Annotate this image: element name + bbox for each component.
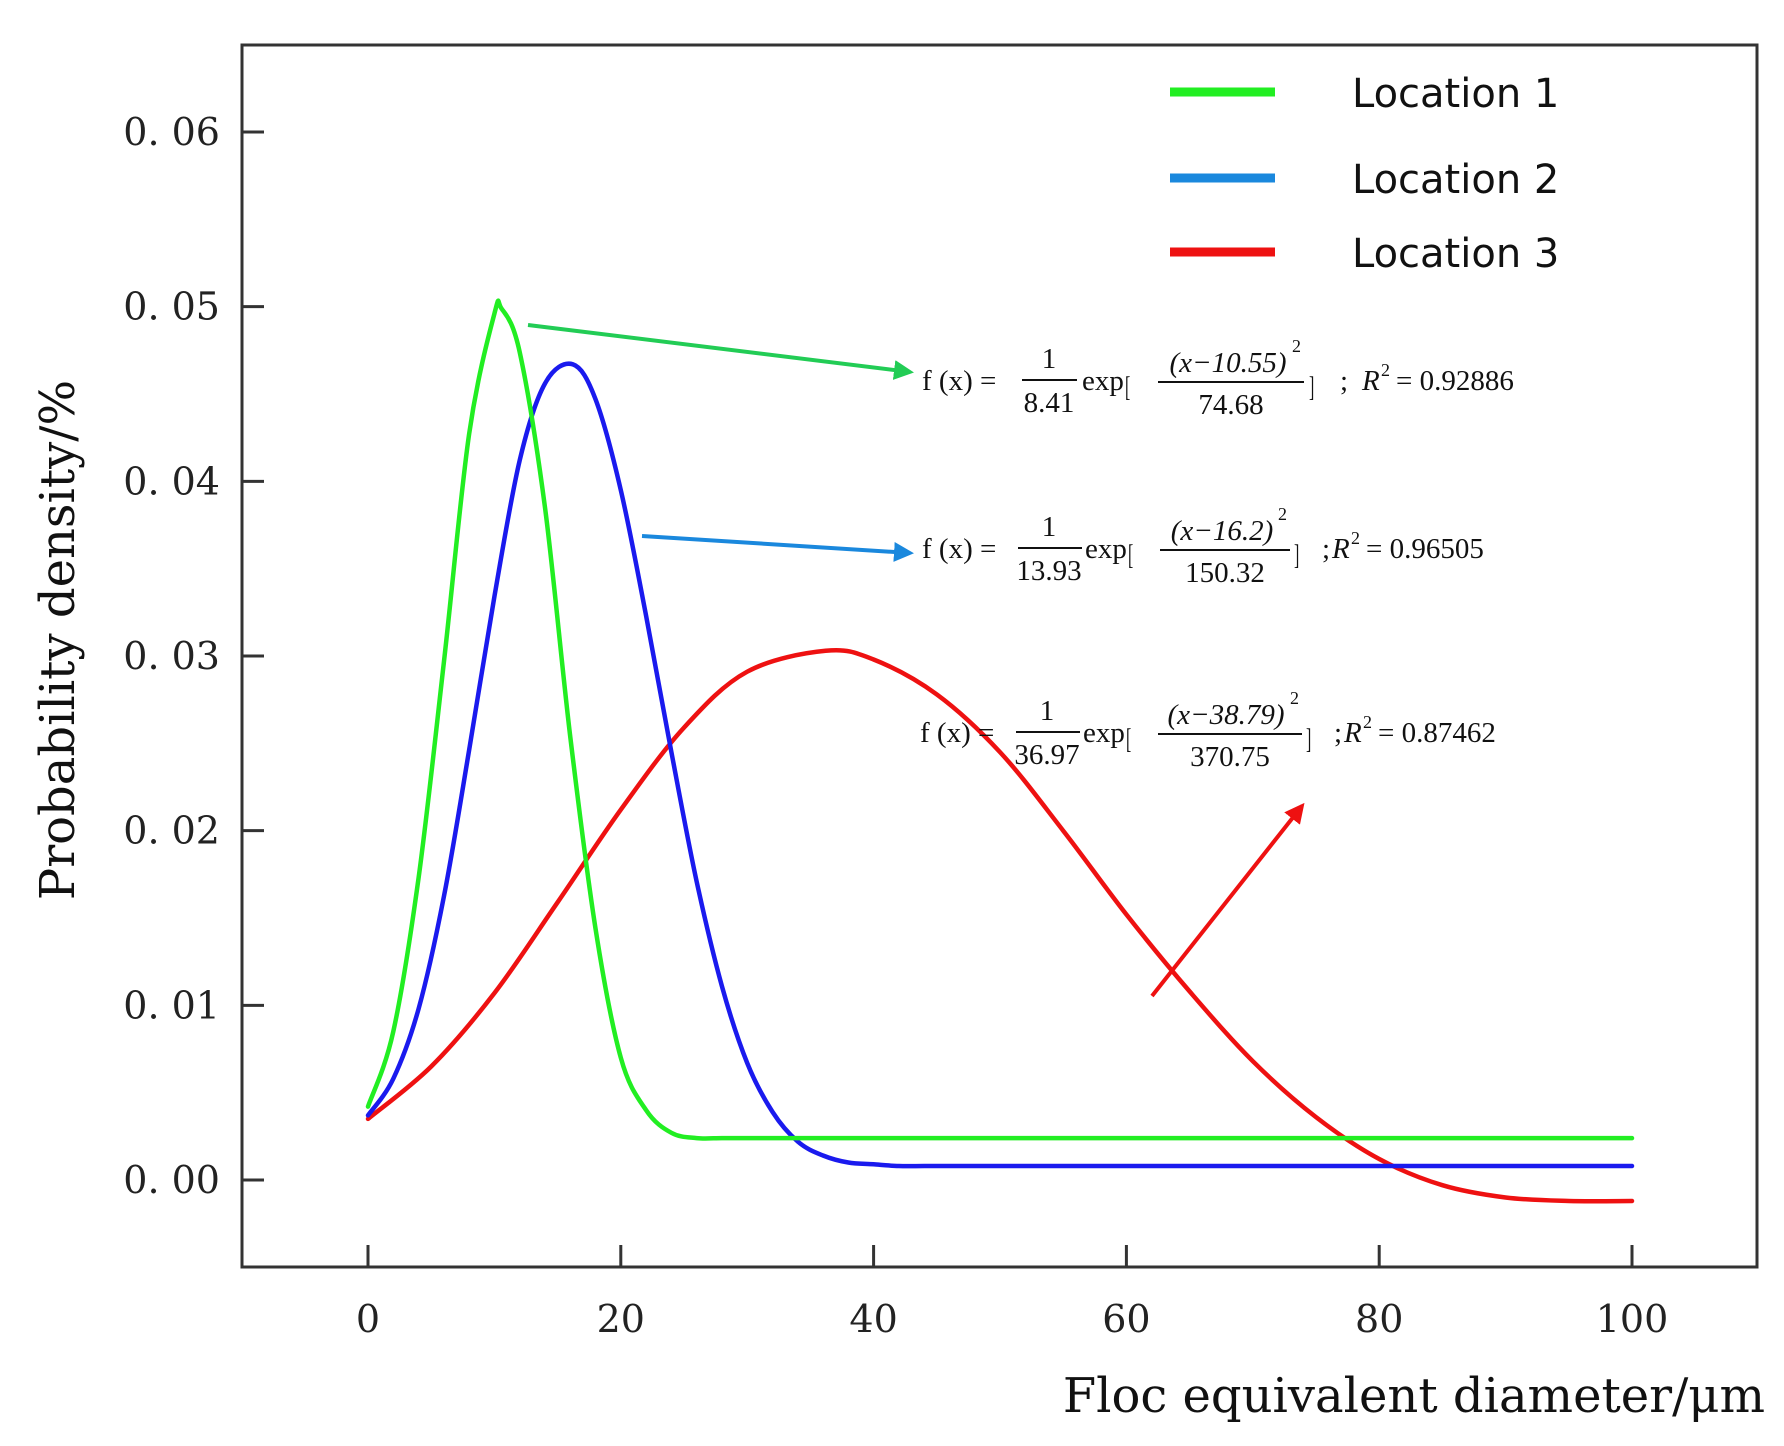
series-line-location-2 xyxy=(365,361,1635,1169)
equation-location-2: f (x) = 1 13.93 exp [ (x−16.2) 2 150.32 … xyxy=(922,504,1484,589)
equation-prefix: f (x) = xyxy=(922,533,996,565)
legend-label-location-2: Location 2 xyxy=(1352,157,1559,203)
equation-exp-denominator: 150.32 xyxy=(1185,557,1265,589)
legend: Location 1 Location 2 Location 3 xyxy=(1170,71,1559,277)
x-axis: 0 20 40 60 80 100 xyxy=(356,1245,1668,1341)
plot-frame xyxy=(240,43,1759,1269)
series-layer xyxy=(365,298,1635,1204)
r2-exponent: 2 xyxy=(1381,360,1390,380)
x-axis-title: Floc equivalent diameter/μm xyxy=(1063,1368,1765,1424)
equation-exp-term: (x−10.55) xyxy=(1169,347,1286,379)
equation-exp-denominator: 370.75 xyxy=(1190,741,1270,773)
equation-exp-exponent: 2 xyxy=(1290,688,1299,708)
arrow-location-2 xyxy=(641,534,914,562)
r2-value: = 0.96505 xyxy=(1366,533,1484,565)
legend-label-location-1: Location 1 xyxy=(1352,71,1559,117)
y-tick-label: 0. 00 xyxy=(123,1158,220,1202)
y-tick-label: 0. 03 xyxy=(123,634,220,678)
y-axis-title: Probability density/% xyxy=(30,380,86,900)
right-bracket: ] xyxy=(1309,371,1314,403)
y-tick-label: 0. 01 xyxy=(123,983,220,1027)
x-tick-label: 100 xyxy=(1596,1297,1669,1341)
equation-exp-exponent: 2 xyxy=(1278,504,1287,524)
y-tick-label: 0. 05 xyxy=(123,285,220,329)
equation-exp-exponent: 2 xyxy=(1292,336,1301,356)
x-tick-label: 40 xyxy=(849,1297,897,1341)
y-tick-label: 0. 04 xyxy=(123,459,220,503)
equation-separator: ; xyxy=(1322,533,1330,565)
equation-prefix: f (x) = xyxy=(922,365,996,397)
right-bracket: ] xyxy=(1306,723,1311,755)
equation-prefix: f (x) = xyxy=(920,717,994,749)
equation-exp: exp xyxy=(1082,365,1124,397)
x-tick-label: 60 xyxy=(1102,1297,1150,1341)
equation-denominator: 8.41 xyxy=(1024,387,1075,419)
equation-exp: exp xyxy=(1083,717,1125,749)
equation-exp: exp xyxy=(1085,533,1127,565)
x-tick-label: 20 xyxy=(597,1297,645,1341)
equation-location-3: f (x) = 1 36.97 exp [ (x−38.79) 2 370.75… xyxy=(920,688,1496,773)
equation-numerator: 1 xyxy=(1040,695,1055,727)
y-tick-label: 0. 02 xyxy=(123,809,220,853)
series-line-location-1 xyxy=(365,298,1635,1141)
equation-exp-term: (x−16.2) xyxy=(1171,515,1274,547)
equation-denominator: 13.93 xyxy=(1016,555,1081,587)
equation-denominator: 36.97 xyxy=(1014,739,1079,771)
equation-numerator: 1 xyxy=(1042,343,1057,375)
r2-value: = 0.87462 xyxy=(1378,717,1496,749)
arrow-location-3 xyxy=(1150,802,1305,998)
equation-exp-denominator: 74.68 xyxy=(1198,389,1263,421)
r2-label: R xyxy=(1343,717,1362,749)
right-bracket: ] xyxy=(1294,539,1299,571)
arrow-location-1 xyxy=(527,323,914,380)
y-tick-label: 0. 06 xyxy=(123,110,220,154)
equation-numerator: 1 xyxy=(1042,511,1057,543)
equation-separator: ; xyxy=(1340,365,1348,397)
equation-location-1: f (x) = 1 8.41 exp [ (x−10.55) 2 74.68 ]… xyxy=(922,336,1514,421)
r2-exponent: 2 xyxy=(1351,528,1360,548)
left-bracket: [ xyxy=(1128,539,1133,571)
r2-label: R xyxy=(1331,533,1350,565)
left-bracket: [ xyxy=(1126,723,1131,755)
left-bracket: [ xyxy=(1125,371,1130,403)
r2-value: = 0.92886 xyxy=(1396,365,1514,397)
x-tick-label: 0 xyxy=(356,1297,380,1341)
equation-exp-term: (x−38.79) xyxy=(1167,699,1284,731)
legend-label-location-3: Location 3 xyxy=(1352,231,1559,277)
r2-label: R xyxy=(1361,365,1380,397)
y-axis: 0. 00 0. 01 0. 02 0. 03 0. 04 0. 05 0. 06 xyxy=(123,110,264,1202)
x-tick-label: 80 xyxy=(1355,1297,1403,1341)
equation-separator: ; xyxy=(1334,717,1342,749)
r2-exponent: 2 xyxy=(1363,712,1372,732)
